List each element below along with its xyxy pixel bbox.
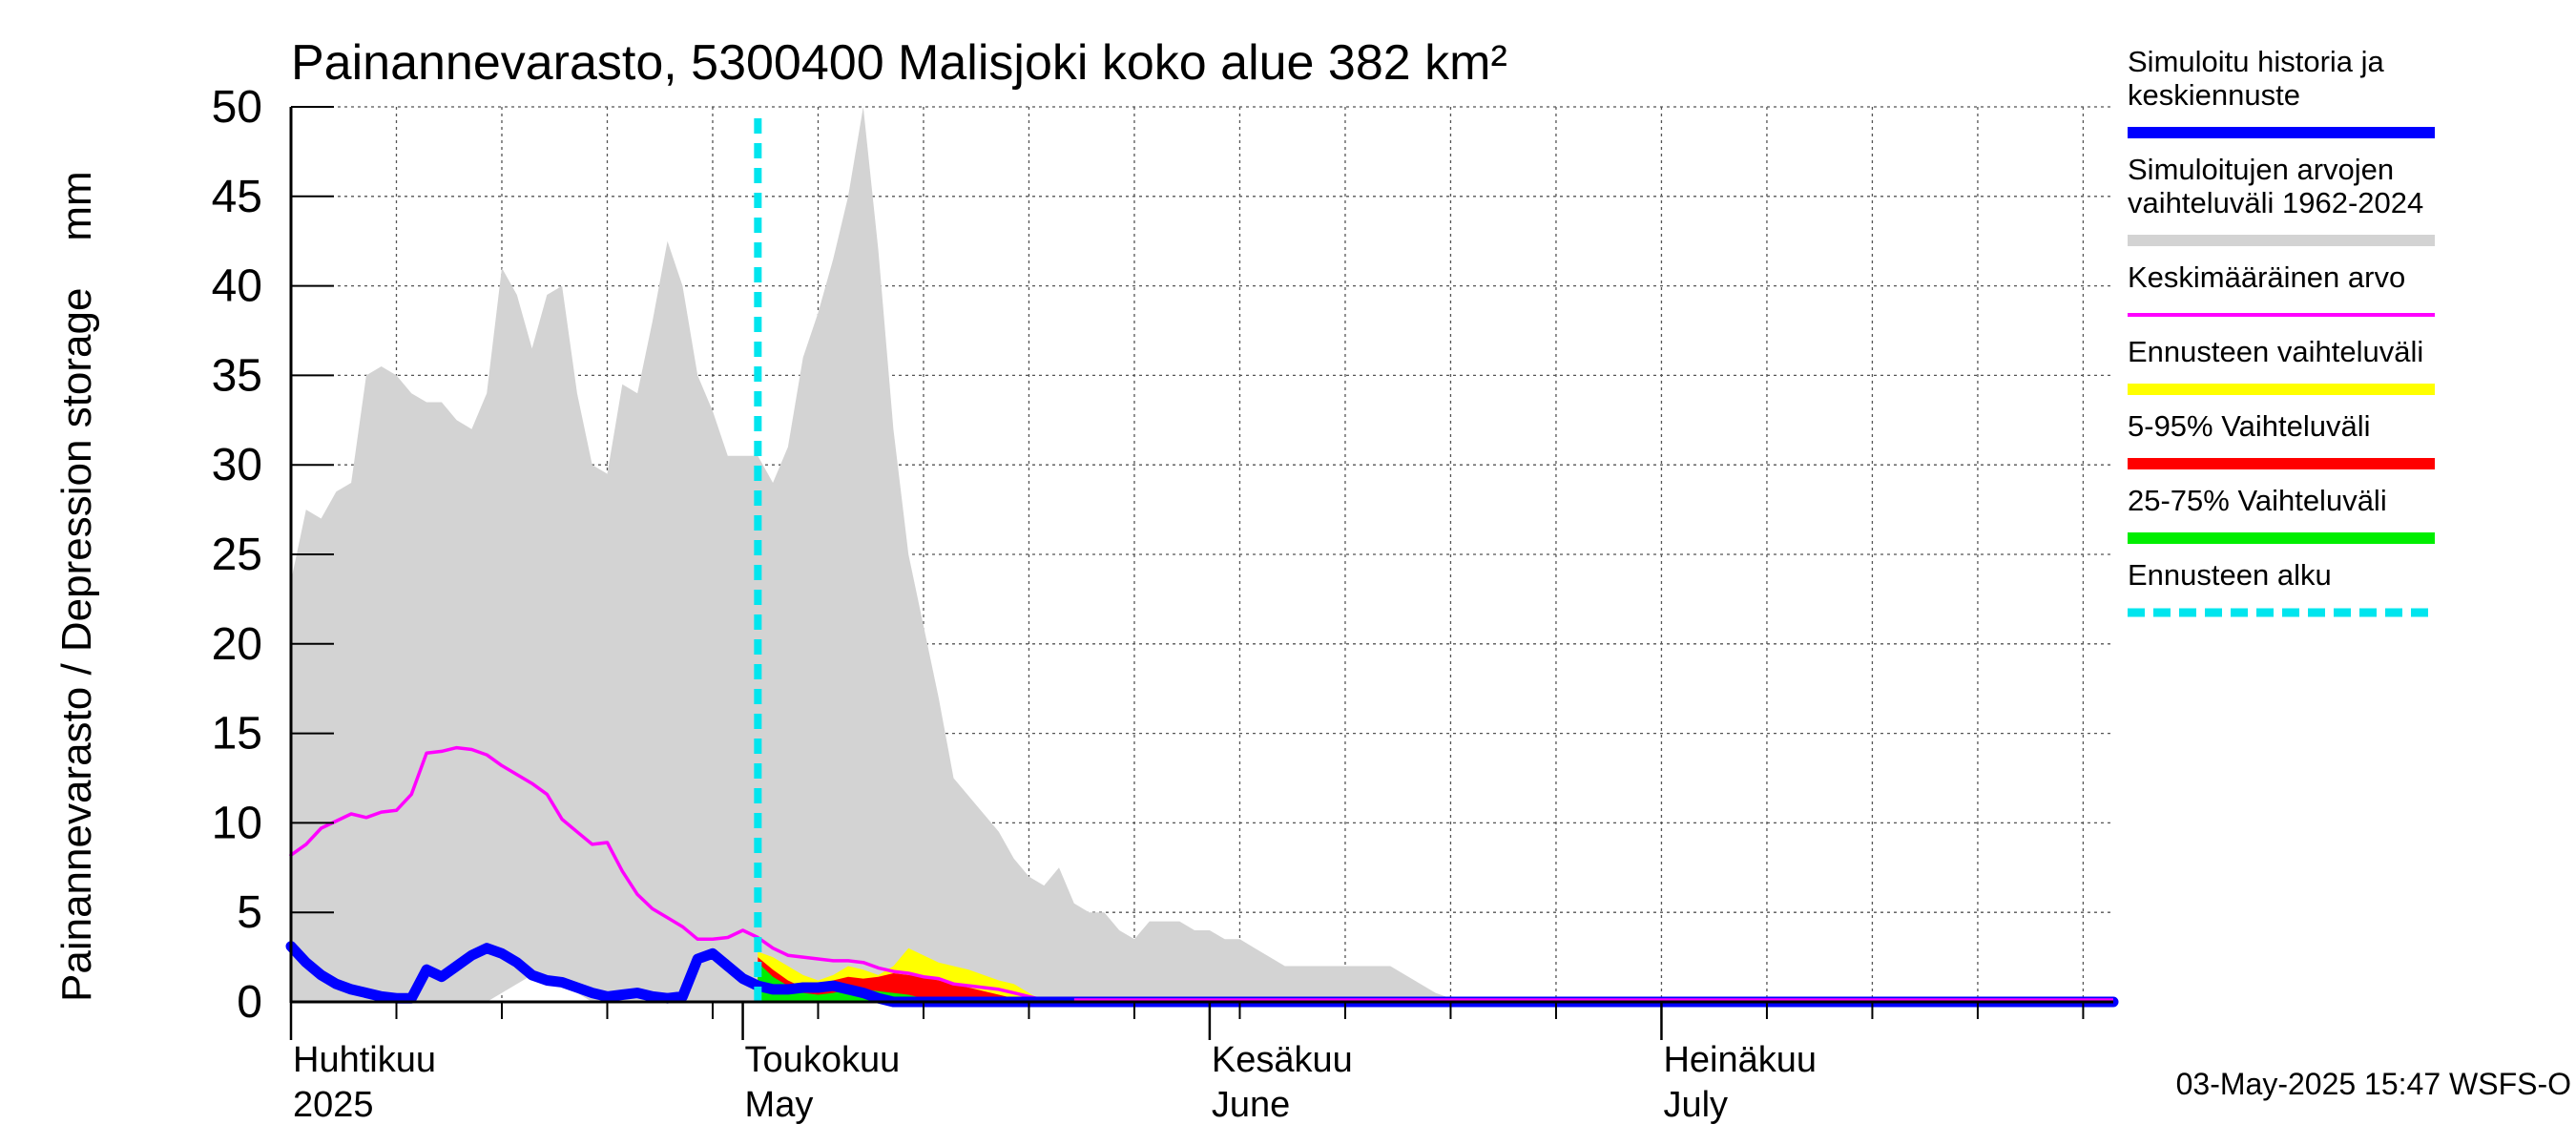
y-tick-label: 35 bbox=[212, 350, 262, 401]
y-tick-label: 50 bbox=[212, 82, 262, 133]
grid-lines bbox=[290, 106, 2113, 1002]
legend-label: Simuloitu historia ja bbox=[2128, 45, 2385, 78]
y-tick-label: 25 bbox=[212, 530, 262, 580]
x-month-label: Heinäkuu bbox=[1663, 1040, 1817, 1080]
legend-label: 5-95% Vaihteluväli bbox=[2128, 409, 2370, 443]
legend-label: keskiennuste bbox=[2128, 78, 2300, 112]
y-tick-label: 0 bbox=[237, 977, 262, 1028]
y-tick-label: 45 bbox=[212, 172, 262, 222]
y-tick-label: 15 bbox=[212, 709, 262, 760]
band-25-75-vaihteluv-li bbox=[758, 962, 1045, 1002]
x-month-label: Huhtikuu bbox=[293, 1040, 436, 1080]
chart-title: Painannevarasto, 5300400 Malisjoki koko … bbox=[291, 35, 1507, 91]
x-month-label: Toukokuu bbox=[745, 1040, 901, 1080]
x-month-sublabel: May bbox=[745, 1085, 814, 1125]
y-axis-label: Painannevarasto / Depression storage mm bbox=[53, 171, 100, 1002]
y-tick-label: 20 bbox=[212, 619, 262, 670]
x-month-label: Kesäkuu bbox=[1212, 1040, 1353, 1080]
y-tick-label: 40 bbox=[212, 261, 262, 312]
x-month-sublabel: June bbox=[1212, 1085, 1290, 1125]
axes bbox=[289, 106, 2113, 1040]
y-tick-label: 30 bbox=[212, 440, 262, 490]
y-tick-label: 5 bbox=[237, 887, 262, 938]
legend-label: Ennusteen vaihteluväli bbox=[2128, 335, 2423, 368]
band-simuloitujen-arvojen-vaihteluv-li-1962-2024 bbox=[291, 107, 2113, 1002]
y-tick-labels: 0 5 10 15 20 25 30 35 40 45 50 bbox=[212, 82, 262, 1028]
y-tick-label: 10 bbox=[212, 798, 262, 848]
legend-label: Ennusteen alku bbox=[2128, 558, 2332, 592]
timestamp: 03-May-2025 15:47 WSFS-O bbox=[2176, 1067, 2571, 1101]
x-tick-labels: Huhtikuu 2025 Toukokuu May Kesäkuu June Heinäk… bbox=[293, 1040, 1817, 1125]
legend-label: vaihteluväli 1962-2024 bbox=[2128, 186, 2423, 219]
x-month-sublabel: July bbox=[1663, 1085, 1728, 1125]
legend-label: Simuloitujen arvojen bbox=[2128, 153, 2394, 186]
x-month-sublabel: 2025 bbox=[293, 1085, 374, 1125]
legend-label: 25-75% Vaihteluväli bbox=[2128, 484, 2387, 517]
legend-label: Keskimääräinen arvo bbox=[2128, 260, 2405, 294]
line-keskim-r-inen-arvo bbox=[289, 745, 2115, 1004]
